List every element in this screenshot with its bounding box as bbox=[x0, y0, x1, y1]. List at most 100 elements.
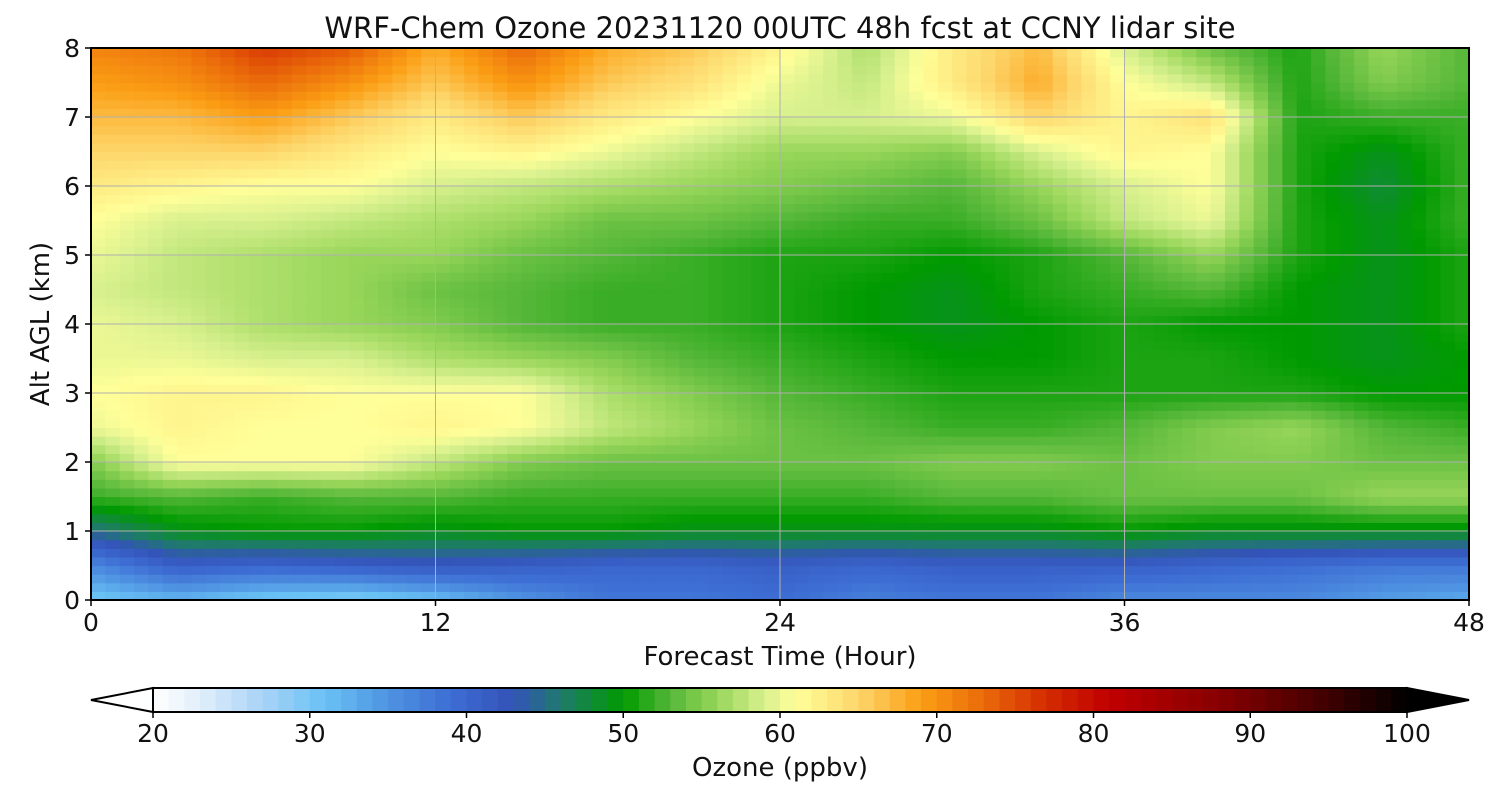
heatmap-cell bbox=[794, 444, 810, 454]
heatmap-cell bbox=[966, 522, 982, 532]
heatmap-cell bbox=[550, 513, 566, 523]
heatmap-cell bbox=[449, 418, 465, 429]
heatmap-cell bbox=[478, 263, 494, 273]
heatmap-cell bbox=[1167, 298, 1183, 308]
heatmap-cell bbox=[550, 324, 566, 334]
heatmap-cell bbox=[808, 341, 824, 351]
heatmap-cell bbox=[937, 229, 953, 239]
heatmap-cell bbox=[1067, 306, 1083, 316]
heatmap-cell bbox=[1382, 289, 1398, 299]
heatmap-cell bbox=[736, 194, 752, 204]
heatmap-cell bbox=[1253, 203, 1269, 213]
heatmap-cell bbox=[722, 505, 738, 515]
heatmap-cell bbox=[851, 367, 867, 377]
heatmap-cell bbox=[306, 539, 322, 549]
heatmap-cell bbox=[521, 349, 537, 360]
heatmap-cell bbox=[1124, 487, 1140, 498]
heatmap-cell bbox=[1253, 574, 1269, 584]
heatmap-cell bbox=[1095, 272, 1111, 282]
heatmap-cell bbox=[980, 384, 996, 394]
heatmap-cell bbox=[1095, 332, 1111, 342]
heatmap-cell bbox=[952, 427, 968, 437]
heatmap-cell bbox=[535, 548, 551, 558]
heatmap-cell bbox=[148, 582, 164, 592]
heatmap-cell bbox=[507, 246, 523, 256]
heatmap-cell bbox=[335, 427, 350, 437]
heatmap-cell bbox=[1024, 427, 1039, 437]
heatmap-cell bbox=[1124, 280, 1140, 291]
heatmap-cell bbox=[535, 496, 551, 506]
heatmap-cell bbox=[751, 427, 767, 437]
heatmap-cell bbox=[866, 272, 882, 282]
heatmap-cell bbox=[320, 246, 336, 256]
heatmap-cell bbox=[837, 289, 853, 299]
heatmap-cell bbox=[1210, 367, 1226, 377]
heatmap-cell bbox=[435, 462, 451, 472]
heatmap-cell bbox=[248, 462, 264, 472]
heatmap-cell bbox=[650, 591, 666, 601]
heatmap-cell bbox=[780, 177, 795, 187]
chart-title: WRF-Chem Ozone 20231120 00UTC 48h fcst a… bbox=[324, 11, 1235, 45]
heatmap-cell bbox=[1024, 470, 1039, 480]
heatmap-cell bbox=[1354, 272, 1370, 282]
heatmap-cell bbox=[679, 427, 695, 437]
heatmap-cell bbox=[564, 384, 580, 394]
heatmap-cell bbox=[650, 582, 666, 592]
heatmap-cell bbox=[1009, 470, 1025, 480]
heatmap-cell bbox=[507, 401, 523, 411]
heatmap-cell bbox=[1224, 487, 1240, 498]
heatmap-cell bbox=[1425, 427, 1441, 437]
heatmap-cell bbox=[823, 565, 839, 575]
heatmap-cell bbox=[1138, 160, 1154, 170]
heatmap-cell bbox=[794, 255, 810, 265]
heatmap-cell bbox=[650, 229, 666, 239]
heatmap-cell bbox=[1224, 168, 1240, 178]
heatmap-cell bbox=[306, 522, 322, 532]
heatmap-cell bbox=[1397, 324, 1413, 334]
heatmap-cell bbox=[478, 444, 494, 454]
heatmap-cell bbox=[1368, 565, 1384, 575]
heatmap-cell bbox=[550, 229, 566, 239]
heatmap-cell bbox=[234, 401, 250, 411]
heatmap-cell bbox=[1325, 211, 1341, 222]
heatmap-cell bbox=[162, 582, 178, 592]
heatmap-cell bbox=[507, 151, 523, 161]
heatmap-cell bbox=[579, 539, 594, 549]
heatmap-cell bbox=[406, 384, 422, 394]
heatmap-cell bbox=[378, 229, 394, 239]
heatmap-cell bbox=[808, 186, 824, 196]
heatmap-cell bbox=[579, 237, 594, 247]
heatmap-cell bbox=[277, 393, 293, 403]
heatmap-cell bbox=[607, 289, 623, 299]
heatmap-cell bbox=[923, 186, 939, 196]
heatmap-cell bbox=[1167, 177, 1183, 187]
heatmap-cell bbox=[535, 574, 551, 584]
heatmap-cell bbox=[406, 582, 422, 592]
heatmap-cell bbox=[392, 324, 408, 334]
heatmap-cell bbox=[1339, 211, 1355, 222]
heatmap-cell bbox=[837, 341, 853, 351]
heatmap-cell bbox=[478, 358, 494, 368]
heatmap-cell bbox=[335, 531, 350, 541]
heatmap-cell bbox=[478, 531, 494, 541]
heatmap-cell bbox=[1282, 349, 1298, 360]
heatmap-cell bbox=[1196, 289, 1212, 299]
heatmap-cell bbox=[909, 151, 925, 161]
heatmap-cell bbox=[751, 539, 767, 549]
heatmap-cell bbox=[1124, 263, 1140, 273]
heatmap-cell bbox=[521, 203, 537, 213]
heatmap-cell bbox=[823, 306, 839, 316]
heatmap-cell bbox=[162, 177, 178, 187]
heatmap-cell bbox=[1268, 324, 1283, 334]
heatmap-cell bbox=[91, 237, 106, 247]
heatmap-cell bbox=[1425, 548, 1441, 558]
heatmap-cell bbox=[306, 479, 322, 489]
heatmap-cell bbox=[650, 548, 666, 558]
heatmap-cell bbox=[1325, 565, 1341, 575]
heatmap-cell bbox=[980, 203, 996, 213]
heatmap-cell bbox=[406, 565, 422, 575]
heatmap-cell bbox=[363, 462, 379, 472]
heatmap-cell bbox=[1024, 324, 1039, 334]
heatmap-cell bbox=[837, 470, 853, 480]
heatmap-cell bbox=[679, 211, 695, 222]
